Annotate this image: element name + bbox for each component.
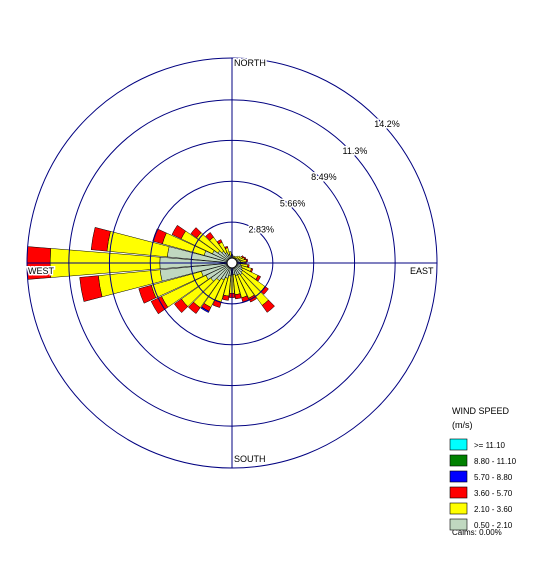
petal-segment: [171, 224, 187, 240]
petal-segment: [150, 296, 169, 315]
compass-label: WEST: [28, 266, 55, 276]
legend-label: 8.80 - 11.10: [474, 457, 517, 466]
legend-label: 5.70 - 8.80: [474, 473, 513, 482]
ring-label: 5.66%: [280, 198, 306, 208]
petal-segment: [261, 299, 275, 313]
petal-segment: [224, 245, 229, 249]
petal-segment: [188, 301, 201, 314]
legend-swatch: [449, 438, 468, 451]
petal-segment: [190, 227, 202, 239]
ring-label: 8.49%: [311, 172, 337, 182]
ring-label: 14.2%: [374, 119, 400, 129]
ring-label: 11.3%: [343, 146, 368, 156]
petal-segment: [250, 268, 254, 273]
legend-swatch: [449, 470, 468, 483]
legend-swatch: [449, 454, 468, 467]
petal-segment: [79, 275, 103, 302]
petal-segment: [138, 284, 157, 304]
legend-title: WIND SPEED: [452, 406, 510, 416]
petal-segment: [222, 294, 230, 301]
ring-label: 2.83%: [249, 225, 275, 235]
legend-label: 0.50 - 2.10: [474, 521, 513, 530]
petal-segment: [234, 293, 242, 300]
legend-swatch: [449, 502, 468, 515]
legend-label: 2.10 - 3.60: [474, 505, 513, 514]
legend-label: 3.60 - 5.70: [474, 489, 513, 498]
calms-label: Calms: 0.00%: [452, 528, 502, 537]
petal-segment: [216, 239, 223, 245]
petal-segment: [228, 251, 232, 257]
petal-segment: [245, 258, 249, 262]
petal-segment: [173, 298, 189, 314]
petal-segment: [90, 227, 111, 252]
petal-segment: [205, 232, 214, 241]
legend-unit: (m/s): [452, 420, 473, 430]
legend-swatch: [449, 518, 468, 531]
petal-segment: [200, 306, 210, 313]
compass-label: EAST: [410, 266, 434, 276]
legend-label: >= 11.10: [474, 441, 506, 450]
calm-circle: [226, 257, 238, 269]
compass-label: NORTH: [234, 58, 266, 68]
petal-segment: [247, 264, 250, 268]
petal-segment: [255, 275, 262, 282]
legend-swatch: [449, 486, 468, 499]
compass-label: SOUTH: [234, 454, 266, 464]
petal-segment: [241, 295, 250, 303]
